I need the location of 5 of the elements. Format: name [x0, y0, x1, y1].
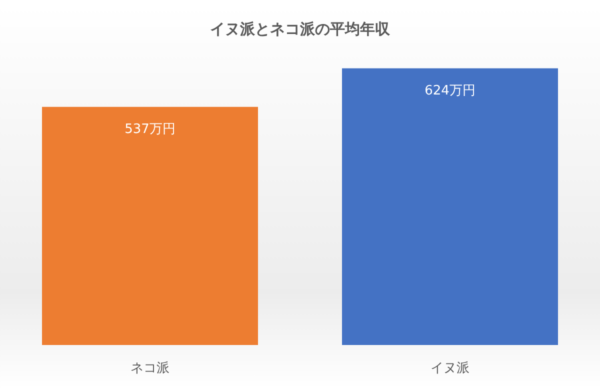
chart-title: イヌ派とネコ派の平均年収	[210, 20, 391, 38]
data-label: 624万円	[424, 83, 476, 98]
data-label: 537万円	[124, 122, 176, 137]
x-tick-label: イヌ派	[430, 361, 470, 376]
x-tick-label: ネコ派	[130, 361, 170, 376]
